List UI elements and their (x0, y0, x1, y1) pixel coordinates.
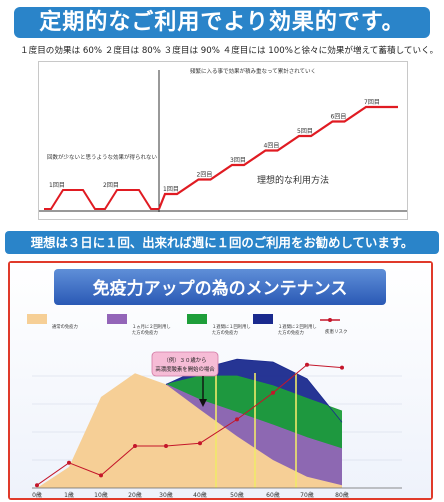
right-step-label: 6回目 (331, 114, 347, 121)
risk-point (67, 460, 71, 465)
legend-label: 疾患リスク (325, 328, 348, 335)
callout: （例）３０歳から 高濃度酸素を開始の場合 (151, 351, 219, 407)
right-series: 1回目 2回目 3回目 4回目 5回目 6回目 7回目 (157, 99, 398, 210)
x-tick-label: 10歳 (94, 491, 108, 498)
left-usage-line (44, 189, 159, 210)
right-step-label: 4回目 (264, 143, 280, 150)
legend-swatch (27, 314, 47, 324)
area-normal (37, 373, 342, 488)
x-tick-label: 60歳 (266, 491, 280, 498)
ideal-label: 理想的な利用方法 (257, 174, 329, 186)
left-series: 1回目 2回目 (44, 182, 159, 210)
risk-point (235, 417, 239, 422)
x-tick-label: 70歳 (300, 491, 314, 498)
left-step-label: 1回目 (49, 182, 65, 189)
left-note: 回数が少ないと思うような効果が得られない (47, 153, 158, 161)
risk-point (305, 362, 309, 367)
immunity-chart-svg: 免疫力アップの為のメンテナンス 通常の免疫力 １ヵ月に２回利用した方の免疫力 １週間… (10, 263, 431, 499)
right-step-label: 2回目 (197, 172, 213, 179)
callout-box (151, 351, 219, 377)
legend-label: １ヵ月に２回利用した方の免疫力 (132, 323, 171, 336)
effect-description: １度目の効果は 60% ２度目は 80% ３度目は 90% ４度目には 100%… (20, 46, 439, 56)
callout-arrowhead (199, 399, 207, 407)
risk-line (36, 364, 343, 486)
chart-title-box (54, 269, 386, 305)
immunity-chart-panel: 免疫力アップの為のメンテナンス 通常の免疫力 １ヵ月に２回利用した方の免疫力 １週間… (8, 261, 433, 500)
right-step-label: 5回目 (297, 128, 313, 135)
callout-line2: 高濃度酸素を開始の場合 (155, 365, 215, 373)
legend-label: 通常の免疫力 (52, 323, 78, 330)
legend-dot (328, 318, 332, 322)
right-note: 頻繁に入る事で効果が積み重なって累計されていく (190, 67, 316, 75)
legend-label: １週間に１回利用した方の免疫力 (212, 323, 251, 336)
risk-series (35, 362, 344, 488)
right-step-label: 1回目 (163, 186, 179, 193)
x-tick-label: 0歳 (32, 491, 42, 498)
usage-step-chart: 回数が少ないと思うような効果が得られない 頻繁に入る事で効果が積み重なって累計さ… (38, 61, 408, 220)
risk-point (35, 483, 39, 488)
left-step-label: 2回目 (103, 182, 119, 189)
right-step-label: 7回目 (364, 99, 380, 106)
legend: 通常の免疫力 １ヵ月に２回利用した方の免疫力 １週間に１回利用した方の免疫力 １週間に… (27, 314, 348, 336)
x-tick-label: 20歳 (128, 491, 142, 498)
page-title: 定期的なご利用でより効果的です。 (14, 7, 430, 38)
right-step-label: 3回目 (230, 157, 246, 164)
x-tick-label: 30歳 (159, 491, 173, 498)
legend-label: １週間に２回利用した方の免疫力 (278, 323, 317, 336)
legend-swatch (253, 314, 273, 324)
right-usage-line (157, 105, 398, 210)
usage-step-chart-svg: 回数が少ないと思うような効果が得られない 頻繁に入る事で効果が積み重なって累計さ… (39, 67, 407, 212)
risk-point (133, 444, 137, 448)
x-axis-ticks: 0歳 1歳 10歳 20歳 30歳 40歳 50歳 60歳 70歳 80歳 (32, 487, 402, 499)
risk-point (271, 390, 275, 395)
legend-swatch (187, 314, 207, 324)
x-tick-label: 80歳 (335, 491, 349, 498)
marker-lines (215, 373, 297, 488)
risk-point (198, 441, 202, 446)
recommendation-banner: 理想は３日に１回、出来れば週に１回のご利用をお勧めしています。 (5, 231, 439, 254)
risk-point (340, 365, 344, 370)
area-series (37, 358, 343, 488)
legend-swatch (107, 314, 127, 324)
x-tick-label: 40歳 (193, 491, 207, 498)
x-tick-label: 50歳 (230, 491, 244, 498)
risk-point (99, 473, 103, 478)
risk-point (164, 444, 168, 448)
callout-line1: （例）３０歳から (163, 356, 206, 364)
chart-title: 免疫力アップの為のメンテナンス (93, 278, 348, 299)
x-tick-label: 1歳 (64, 491, 74, 498)
